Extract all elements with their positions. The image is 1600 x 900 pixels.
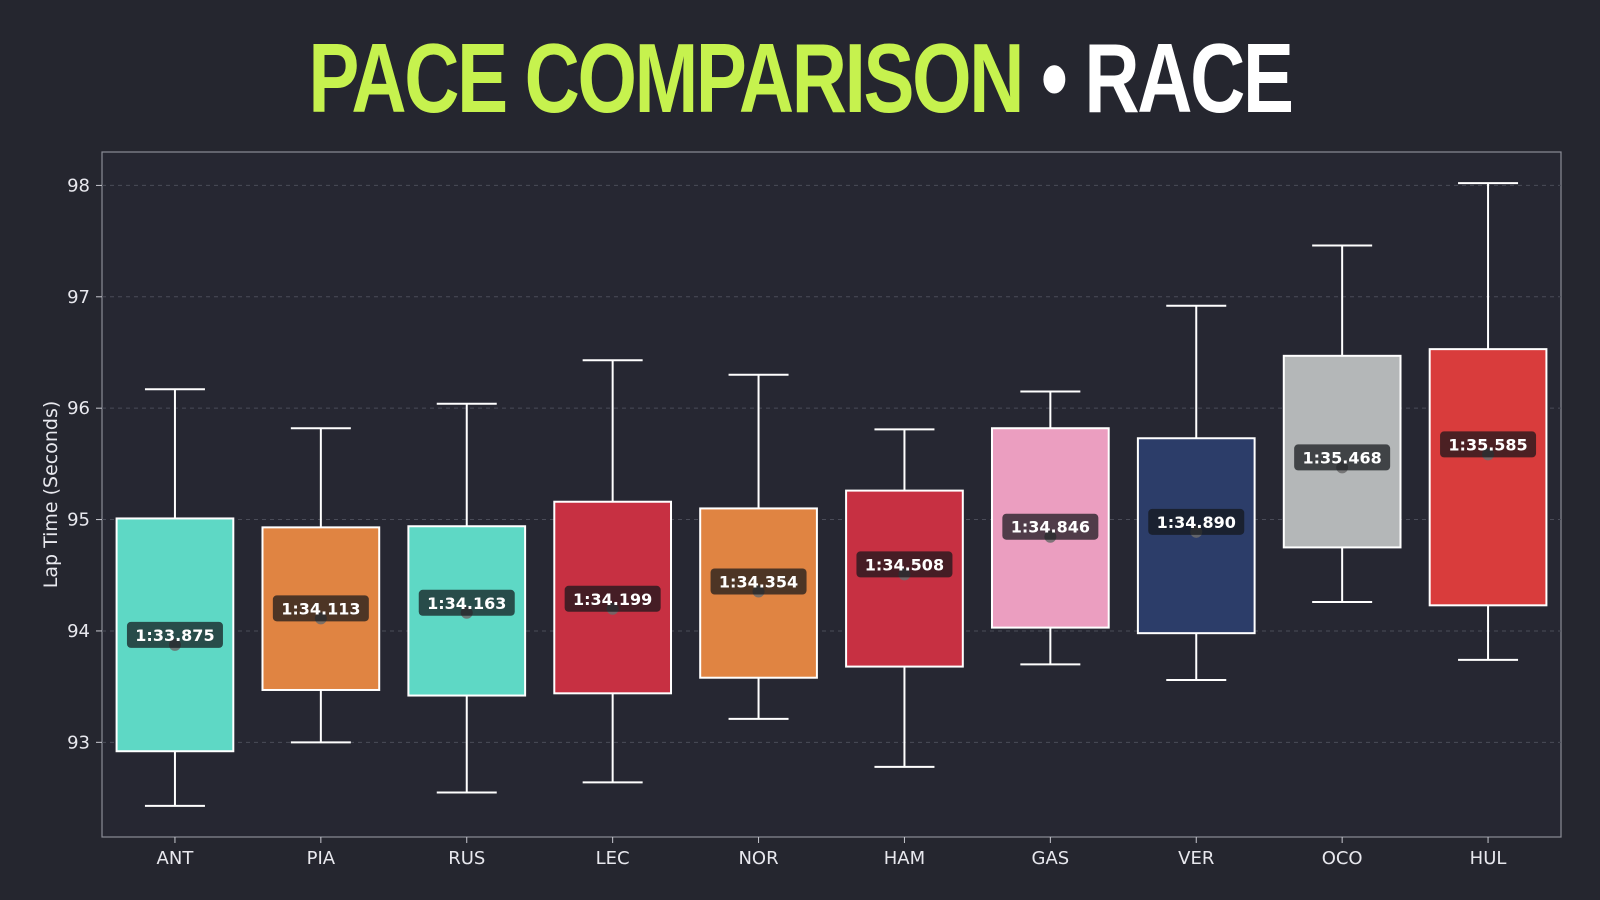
box-ver: 1:34.890 — [1136, 304, 1256, 681]
y-tick-label: 93 — [67, 732, 90, 753]
x-tick-label: RUS — [448, 848, 485, 869]
title-sub: RACE — [1084, 23, 1294, 133]
median-label: 1:34.508 — [865, 555, 944, 574]
box-lec: 1:34.199 — [553, 359, 673, 784]
median-label-bg — [1294, 444, 1391, 471]
box-nor: 1:34.354 — [699, 373, 818, 720]
median-label: 1:34.163 — [427, 594, 506, 613]
median-label-bg — [564, 585, 661, 612]
x-tick-label: VER — [1178, 848, 1214, 869]
median-label: 1:34.890 — [1157, 513, 1236, 532]
median-label: 1:34.846 — [1011, 518, 1090, 537]
median-label-bg — [272, 595, 369, 622]
box-ant: 1:33.875 — [115, 388, 235, 807]
box-pia: 1:34.113 — [261, 427, 381, 744]
page-title: PACE COMPARISON • RACE — [176, 26, 1424, 130]
x-tick-label: LEC — [596, 848, 630, 869]
x-tick-label: OCO — [1322, 848, 1363, 869]
box-hul: 1:35.585 — [1428, 182, 1548, 661]
box-oco: 1:35.468 — [1282, 244, 1402, 603]
x-tick-label: PIA — [307, 848, 336, 869]
y-axis-label: Lap Time (Seconds) — [40, 401, 62, 589]
median-label-bg — [1002, 513, 1099, 540]
median-label: 1:34.113 — [281, 599, 360, 618]
x-tick-label: GAS — [1032, 848, 1070, 869]
median-label: 1:35.468 — [1303, 448, 1382, 467]
median-label-bg — [1440, 431, 1537, 458]
y-tick-label: 95 — [67, 510, 90, 531]
median-label-bg — [1148, 508, 1245, 535]
box-rus: 1:34.163 — [407, 402, 527, 794]
iqr-box — [1428, 348, 1548, 607]
x-tick-label: HUL — [1470, 848, 1507, 869]
median-label: 1:34.199 — [573, 590, 652, 609]
x-tick-label: ANT — [157, 848, 195, 869]
median-label: 1:33.875 — [135, 626, 214, 645]
title-separator: • — [1041, 23, 1068, 133]
median-label-bg — [710, 568, 807, 595]
y-tick-label: 94 — [67, 621, 90, 642]
x-tick-label: HAM — [884, 848, 925, 869]
median-label: 1:34.354 — [719, 573, 798, 592]
median-label-bg — [126, 621, 223, 648]
box-ham: 1:34.508 — [845, 428, 964, 768]
median-label-bg — [856, 551, 953, 578]
median-label-bg — [418, 589, 515, 616]
x-tick-label: NOR — [738, 848, 778, 869]
y-tick-label: 98 — [67, 175, 90, 196]
title-main: PACE COMPARISON — [308, 23, 1024, 133]
y-tick-label: 96 — [67, 398, 90, 419]
y-tick-label: 97 — [67, 287, 90, 308]
box-gas: 1:34.846 — [990, 390, 1110, 666]
median-label: 1:35.585 — [1448, 435, 1527, 454]
